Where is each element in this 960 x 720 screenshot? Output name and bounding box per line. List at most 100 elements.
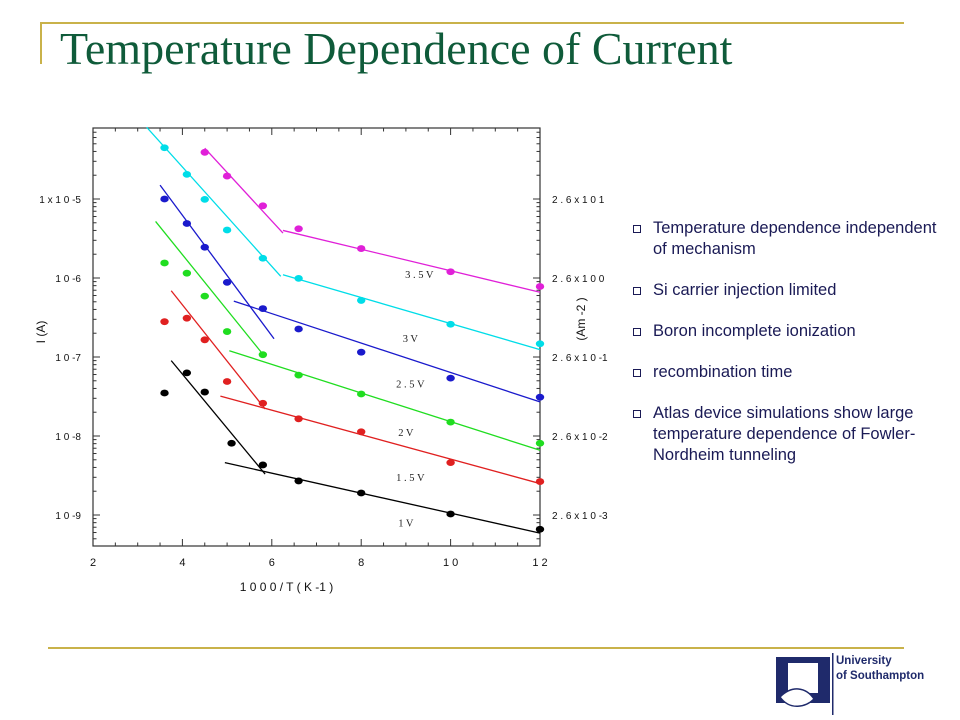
data-point xyxy=(200,336,209,344)
logo-line-2: of Southampton xyxy=(836,670,925,682)
fit-line xyxy=(170,360,266,475)
y-tick-label: 1 0 -6 xyxy=(55,274,81,285)
data-point xyxy=(535,340,545,348)
logo-divider xyxy=(832,653,834,715)
y-tick-label: 1 0 -8 xyxy=(55,432,81,443)
data-point xyxy=(258,351,268,359)
data-point xyxy=(160,389,169,397)
x-tick-label: 8 xyxy=(358,557,364,569)
y-tick-label: 1 0 -9 xyxy=(55,511,81,522)
data-point xyxy=(357,245,366,252)
data-point xyxy=(357,428,366,436)
bullet-text: Atlas device simulations show large temp… xyxy=(653,404,916,464)
data-point xyxy=(160,318,169,326)
fit-line xyxy=(155,221,266,358)
logo-text: University of Southampton xyxy=(836,654,924,684)
x-tick-label: 6 xyxy=(269,557,275,569)
square-bullet-icon xyxy=(633,410,641,418)
data-point xyxy=(357,390,366,398)
data-point xyxy=(294,225,303,233)
bullet-text: Boron incomplete ionization xyxy=(653,322,856,340)
bullet-list: Temperature dependence independent of me… xyxy=(633,218,953,486)
x-tick-label: 2 xyxy=(90,557,96,569)
y-tick-label: 1 0 -7 xyxy=(55,353,81,364)
data-point xyxy=(160,144,169,152)
data-point xyxy=(446,268,455,276)
data-point xyxy=(222,278,232,286)
data-point xyxy=(227,439,236,447)
fit-line xyxy=(170,290,266,410)
square-bullet-icon xyxy=(633,225,641,233)
data-point xyxy=(258,305,268,312)
logo-cross-icon xyxy=(788,663,818,693)
data-point xyxy=(446,459,455,467)
fit-line xyxy=(282,229,541,293)
data-point xyxy=(200,292,209,300)
data-point xyxy=(258,254,268,262)
y2-tick-label: 2 . 6 x 1 0 -2 xyxy=(552,432,608,443)
data-point xyxy=(182,170,192,178)
title-rule-vertical xyxy=(40,22,42,64)
square-bullet-icon xyxy=(633,328,641,336)
data-point xyxy=(535,283,545,290)
series-annotation: 3 . 5 V xyxy=(405,270,434,281)
data-point xyxy=(182,220,192,227)
data-point xyxy=(258,461,268,469)
data-point xyxy=(535,525,545,533)
data-point xyxy=(222,172,232,180)
x-tick-label: 4 xyxy=(179,557,185,569)
chart-ticks xyxy=(92,128,541,546)
bullet-item: Si carrier injection limited xyxy=(633,280,953,301)
fit-line xyxy=(220,395,541,485)
bullet-item: recombination time xyxy=(633,362,953,383)
data-point xyxy=(446,320,455,328)
data-point xyxy=(294,274,303,282)
slide-title: Temperature Dependence of Current xyxy=(60,23,733,74)
series-annotation: 2 . 5 V xyxy=(396,380,425,391)
data-point xyxy=(357,348,366,356)
data-point xyxy=(535,478,545,485)
bullet-text: recombination time xyxy=(653,363,793,381)
fit-line xyxy=(204,147,284,234)
bullet-text: Temperature dependence independent of me… xyxy=(653,219,937,258)
y2-axis-label: (Am -2 ) xyxy=(574,297,588,340)
data-point xyxy=(200,388,209,396)
data-point xyxy=(182,314,192,322)
data-point xyxy=(182,369,192,377)
series-annotation: 2 V xyxy=(398,428,414,439)
chart-fit-lines xyxy=(146,126,541,534)
data-point xyxy=(357,489,366,497)
fit-line xyxy=(159,184,275,340)
fit-line xyxy=(233,300,541,403)
data-point xyxy=(200,243,209,251)
bullet-text: Si carrier injection limited xyxy=(653,281,837,299)
university-logo xyxy=(776,653,834,715)
x-tick-label: 1 0 xyxy=(443,557,458,569)
data-point xyxy=(535,439,545,447)
title-rule-horizontal xyxy=(40,22,904,24)
bullet-item: Temperature dependence independent of me… xyxy=(633,218,953,260)
fit-line xyxy=(224,462,541,534)
data-point xyxy=(294,477,303,485)
data-point xyxy=(258,202,268,210)
data-point xyxy=(200,148,209,156)
data-point xyxy=(446,510,455,518)
data-point xyxy=(258,399,268,407)
data-point xyxy=(160,195,169,203)
chart-points xyxy=(160,144,545,533)
x-tick-label: 1 2 xyxy=(532,557,547,569)
square-bullet-icon xyxy=(633,369,641,377)
data-point xyxy=(535,393,545,401)
data-point xyxy=(222,226,232,234)
series-annotation: 3 V xyxy=(403,334,419,345)
logo-line-1: University xyxy=(836,655,892,667)
logo-dolphin-icon xyxy=(779,688,815,707)
y2-tick-label: 2 . 6 x 1 0 -3 xyxy=(552,511,608,522)
y2-tick-label: 2 . 6 x 1 0 -1 xyxy=(552,353,608,364)
data-point xyxy=(182,269,192,277)
series-annotation: 1 V xyxy=(398,518,414,529)
data-point xyxy=(294,371,303,379)
bullet-item: Boron incomplete ionization xyxy=(633,321,953,342)
data-point xyxy=(446,418,455,426)
